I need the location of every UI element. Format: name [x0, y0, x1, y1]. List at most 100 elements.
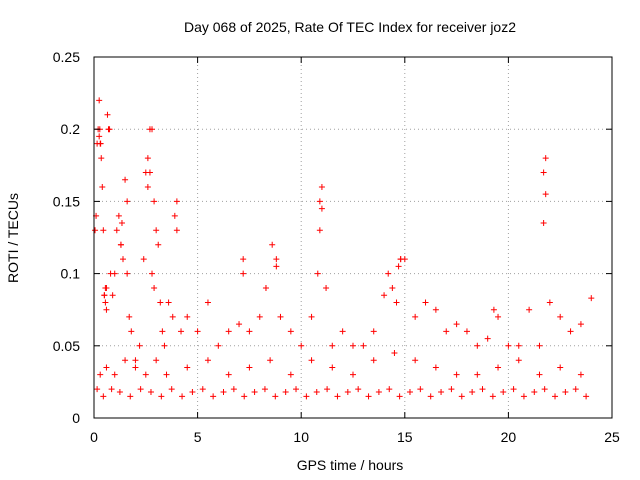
x-tick-labels: 0 5 10 15 20 25 — [90, 429, 620, 445]
grid — [94, 57, 612, 418]
data-point — [375, 389, 382, 396]
data-point — [355, 386, 362, 393]
data-point — [469, 389, 476, 396]
data-point — [567, 328, 574, 335]
data-point — [500, 389, 507, 396]
data-point — [104, 111, 111, 118]
data-point — [308, 357, 315, 364]
data-point — [397, 256, 404, 263]
data-point — [96, 133, 103, 140]
data-point — [101, 292, 108, 299]
data-point — [179, 393, 186, 400]
data-points — [92, 97, 595, 400]
data-point — [122, 357, 129, 364]
data-point — [225, 328, 232, 335]
data-point — [505, 342, 512, 349]
data-point — [572, 386, 579, 393]
data-point — [117, 241, 124, 248]
plot-frame — [93, 56, 613, 419]
data-point — [173, 198, 180, 205]
data-point — [287, 328, 294, 335]
data-point — [536, 371, 543, 378]
data-point — [542, 155, 549, 162]
data-point — [251, 389, 258, 396]
data-point — [144, 155, 151, 162]
data-point — [215, 342, 222, 349]
x-axis-label: GPS time / hours — [297, 457, 404, 473]
data-point — [122, 176, 129, 183]
data-point — [334, 393, 341, 400]
data-point — [120, 256, 127, 263]
data-point — [542, 191, 549, 198]
data-point — [132, 364, 139, 371]
data-point — [220, 389, 227, 396]
data-point — [178, 328, 185, 335]
data-point — [339, 328, 346, 335]
data-point — [116, 389, 123, 396]
data-point — [360, 342, 367, 349]
x-tick-label: 10 — [293, 429, 309, 445]
data-point — [298, 342, 305, 349]
data-point — [495, 313, 502, 320]
data-point — [94, 386, 101, 393]
data-point — [92, 227, 99, 234]
data-point — [515, 342, 522, 349]
data-point — [204, 299, 211, 306]
x-tick-label: 15 — [397, 429, 413, 445]
data-point — [103, 306, 110, 313]
data-point — [479, 386, 486, 393]
data-point — [370, 328, 377, 335]
data-point — [96, 97, 103, 104]
data-point — [458, 393, 465, 400]
data-point — [541, 386, 548, 393]
data-point — [99, 183, 106, 190]
data-point — [111, 371, 118, 378]
data-point — [261, 386, 268, 393]
data-point — [562, 389, 569, 396]
data-point — [324, 386, 331, 393]
data-point — [204, 357, 211, 364]
data-point — [155, 241, 162, 248]
y-tick-label: 0.25 — [53, 49, 80, 65]
data-point — [474, 371, 481, 378]
data-point — [438, 389, 445, 396]
data-point — [108, 386, 115, 393]
data-point — [115, 212, 122, 219]
data-point — [577, 321, 584, 328]
data-point — [412, 313, 419, 320]
data-point — [318, 205, 325, 212]
data-point — [329, 364, 336, 371]
data-point — [113, 227, 120, 234]
x-tick-label: 25 — [604, 429, 620, 445]
data-point — [370, 357, 377, 364]
data-point — [165, 299, 172, 306]
data-point — [171, 212, 178, 219]
data-point — [540, 169, 547, 176]
data-point — [97, 371, 104, 378]
data-point — [151, 198, 158, 205]
data-point — [520, 393, 527, 400]
data-point — [98, 155, 105, 162]
data-point — [303, 393, 310, 400]
data-point — [124, 198, 131, 205]
data-point — [474, 342, 481, 349]
data-point — [350, 371, 356, 378]
data-point — [277, 313, 284, 320]
data-point — [149, 270, 156, 277]
x-tick-label: 0 — [90, 429, 98, 445]
data-point — [557, 313, 564, 320]
data-point — [146, 169, 153, 176]
data-point — [540, 220, 547, 227]
data-point — [246, 328, 253, 335]
y-tick-label: 0 — [72, 410, 80, 426]
data-point — [256, 313, 263, 320]
data-point — [97, 140, 104, 147]
data-point — [344, 389, 351, 396]
data-point — [127, 393, 134, 400]
data-point — [313, 389, 320, 396]
data-point — [184, 364, 191, 371]
data-point — [365, 393, 372, 400]
data-point — [153, 227, 160, 234]
data-point — [118, 220, 125, 227]
